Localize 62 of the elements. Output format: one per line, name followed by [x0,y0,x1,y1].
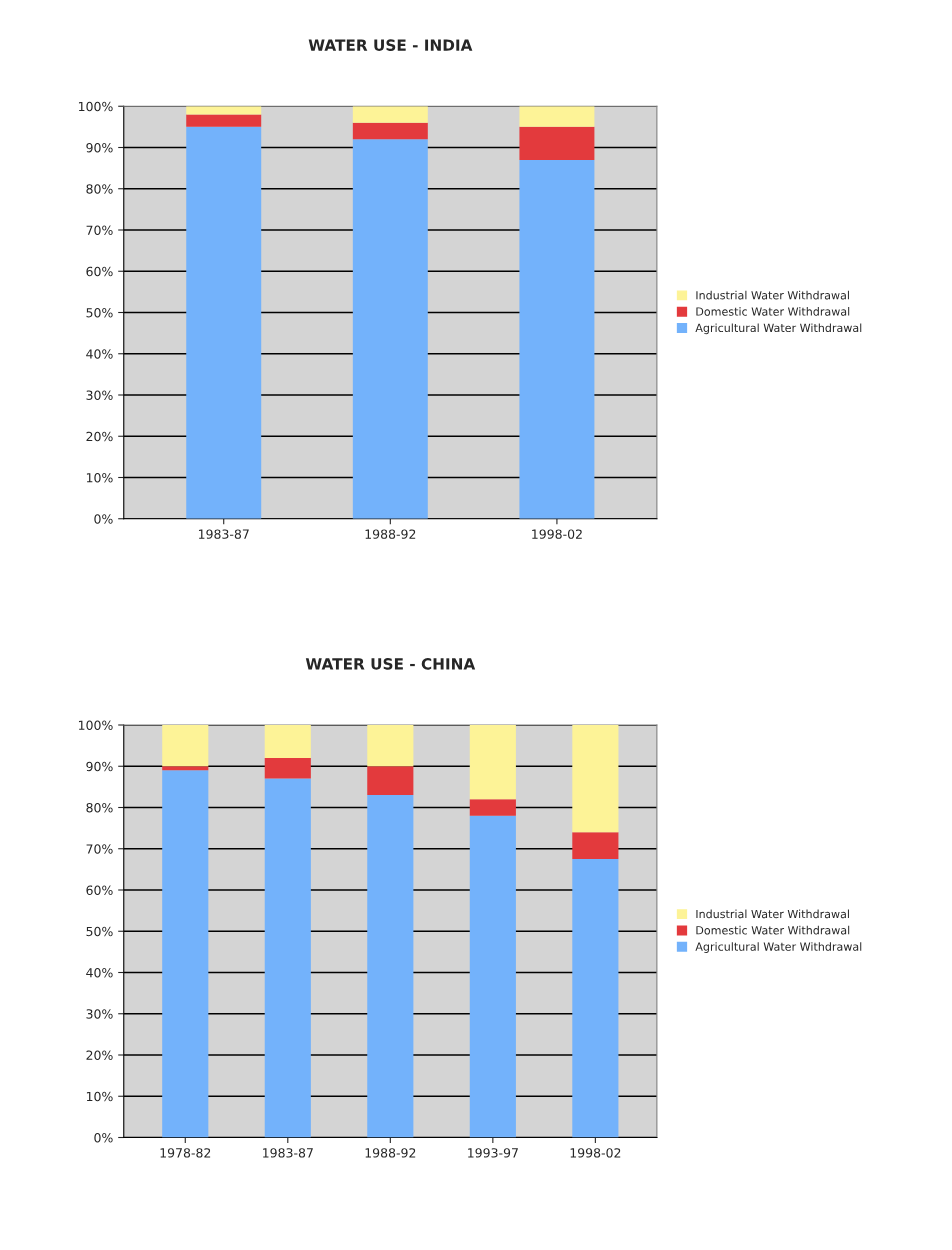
x-tick-label: 1988-92 [365,1148,416,1158]
y-tick-label: 50% [86,307,113,318]
bar [186,114,262,127]
bar [264,778,311,1138]
legend-label: Industrial Water Withdrawal [696,290,849,300]
legend-label: Industrial Water Withdrawal [696,909,849,919]
x-tick-label: 1993-97 [468,1148,518,1158]
bar [162,766,209,771]
bar [367,766,414,796]
bar [519,106,595,127]
bar [186,106,262,115]
bar [519,159,595,519]
x-tick-label: 1988-92 [365,529,416,539]
y-tick-label: 70% [86,225,113,235]
y-tick-label: 70% [86,844,113,854]
x-tick-label: 1978-82 [160,1148,211,1158]
bar [264,725,311,758]
y-tick-label: 0% [94,514,113,524]
y-tick-label: 10% [86,1091,113,1102]
y-tick-label: 30% [86,390,113,400]
y-tick-label: 60% [86,266,113,277]
bar [572,725,619,833]
legend-label: Domestic Water Withdrawal [696,925,850,935]
legend-label: Agricultural Water Withdrawal [695,323,862,335]
legend-label: Domestic Water Withdrawal [696,307,850,316]
y-tick-label: 90% [86,761,113,772]
chart-title: WATER USE - INDIA [308,39,473,51]
bar [572,859,619,1138]
bar [367,725,414,767]
bar [264,758,311,779]
bar [186,126,262,519]
bar [352,106,428,123]
bar [469,725,516,800]
x-tick-label: 1998-02 [570,1148,621,1158]
x-tick-label: 1983-87 [198,529,249,539]
y-tick-label: 90% [86,142,113,153]
bar [469,799,516,816]
bar [352,139,428,519]
y-tick-label: 0% [94,1132,113,1143]
bar [519,126,595,160]
bar [469,815,516,1138]
bar [367,795,414,1138]
bar [572,832,619,860]
y-tick-label: 20% [86,431,113,442]
x-tick-label: 1998-02 [532,529,582,539]
y-tick-label: 20% [86,1050,113,1060]
y-tick-label: 100% [78,101,113,112]
y-tick-label: 30% [86,1009,113,1019]
y-tick-label: 10% [86,472,113,483]
bar [162,725,209,767]
y-tick-label: 40% [86,349,113,359]
y-tick-label: 40% [86,967,113,978]
y-tick-label: 80% [86,184,113,194]
x-tick-label: 1983-87 [263,1148,313,1158]
chart-title: WATER USE - CHINA [305,658,476,670]
y-tick-label: 80% [86,802,113,813]
legend-label: Agricultural Water Withdrawal [695,942,862,953]
bar [352,122,428,140]
y-tick-label: 60% [86,885,113,895]
y-tick-label: 50% [86,926,113,937]
bar [162,770,209,1138]
y-tick-label: 100% [78,720,113,730]
